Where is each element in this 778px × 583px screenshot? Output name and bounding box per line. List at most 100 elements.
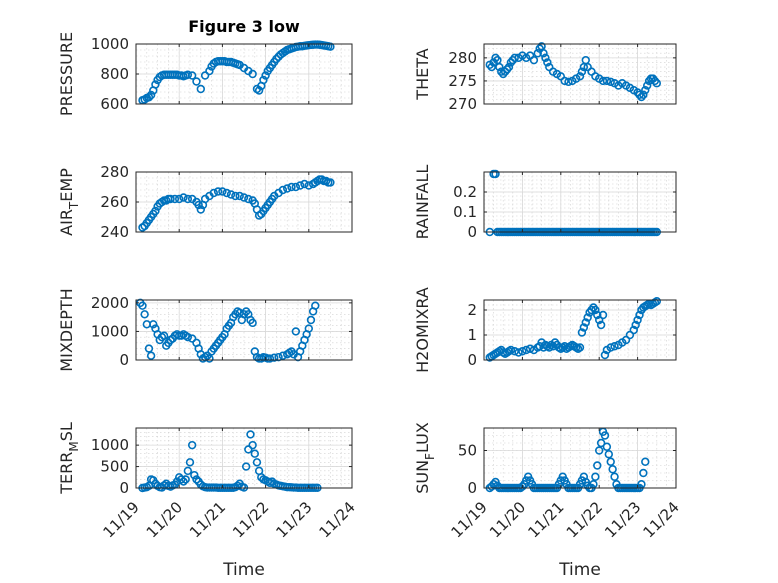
data-point <box>177 475 186 484</box>
data-point <box>560 76 569 86</box>
panel-theta: 270 275 280 THETA <box>413 42 677 113</box>
y-axis-label-main: AIR <box>57 209 76 236</box>
data-point <box>514 348 523 357</box>
data-point <box>596 320 606 330</box>
data-point <box>593 310 602 320</box>
data-point <box>295 181 305 190</box>
data-series <box>485 42 661 102</box>
data-point <box>179 193 188 202</box>
panel-pressure: 600 800 1000 PRESSURE Figure 3 low <box>57 17 353 116</box>
data-point <box>196 84 206 94</box>
data-point <box>183 332 193 342</box>
y-axis-label: MIXDEPTH <box>57 288 76 371</box>
data-point <box>190 470 199 480</box>
data-point <box>642 81 652 90</box>
data-point <box>200 71 210 80</box>
data-point <box>504 62 514 72</box>
data-point <box>181 475 190 484</box>
data-point <box>183 466 193 476</box>
data-point <box>231 191 240 201</box>
axes-box <box>483 43 677 105</box>
y-axis-label-main: MIXDEPTH <box>57 288 76 371</box>
panel-airemp: 240 260 280 AIRTEMP <box>57 163 353 241</box>
data-point <box>192 77 201 86</box>
data-point <box>170 194 180 204</box>
y-tick-label: 280 <box>100 163 129 181</box>
data-point <box>522 345 531 355</box>
panel-mixdepth: 0 1000 2000 MIXDEPTH <box>57 288 353 372</box>
data-point <box>510 53 519 63</box>
y-axis-label-main: THETA <box>413 48 432 100</box>
y-axis-label-main: RAINFALL <box>413 165 432 240</box>
data-point <box>639 468 648 478</box>
y-tick-label: 800 <box>100 65 129 83</box>
y-tick-label: 500 <box>100 458 129 476</box>
y-tick-label: 0 <box>467 479 477 497</box>
data-point <box>598 310 608 320</box>
x-tick-label: 11/22 <box>563 498 606 541</box>
x-tick-label: 11/23 <box>601 498 644 541</box>
data-point <box>510 347 519 356</box>
data-point <box>254 86 264 95</box>
panel-terrsl: 0 500 1000 11/19 11/20 11/21 11/22 11/23 11/24 TE… <box>57 422 359 580</box>
y-tick-label: 0 <box>467 223 477 241</box>
x-tick-label: 11/20 <box>143 498 186 541</box>
data-point <box>213 187 223 196</box>
y-axis-label: PRESSURE <box>57 32 76 116</box>
y-tick-label: 0.1 <box>453 203 477 221</box>
y-tick-label: 1000 <box>91 35 129 53</box>
data-point <box>518 347 527 356</box>
panel-rainfall: 0 0.1 0.2 RAINFALL <box>413 165 677 241</box>
x-tick-label: 11/21 <box>524 498 567 541</box>
data-point <box>205 354 214 363</box>
data-point <box>564 77 573 87</box>
y-tick-label: 0 <box>119 479 129 497</box>
data-point <box>187 334 197 343</box>
data-point <box>179 477 188 486</box>
y-tick-label: 50 <box>458 442 477 460</box>
data-point <box>185 458 195 467</box>
data-point <box>491 169 500 179</box>
data-point <box>604 450 613 459</box>
data-point <box>241 462 251 471</box>
y-axis-label-main: H2OMIXRA <box>413 287 432 373</box>
data-point <box>272 54 281 64</box>
data-series <box>138 175 335 232</box>
data-point <box>304 181 313 190</box>
x-tick-label: 11/19 <box>448 498 491 541</box>
data-point <box>244 194 253 204</box>
data-point <box>265 354 275 363</box>
data-point <box>529 55 539 65</box>
data-point <box>248 440 257 450</box>
data-point <box>222 188 231 198</box>
data-point <box>304 324 313 333</box>
data-series <box>485 297 661 362</box>
data-point <box>259 75 268 85</box>
data-point <box>326 178 335 187</box>
data-point <box>579 323 589 332</box>
data-point <box>652 297 661 306</box>
data-point <box>610 342 619 351</box>
data-point <box>525 344 535 353</box>
data-series <box>485 427 650 493</box>
data-point <box>278 185 288 195</box>
y-axis-label-subscript: F <box>423 453 437 460</box>
data-point <box>583 313 592 322</box>
data-point <box>196 205 206 214</box>
x-tick-label: 11/19 <box>100 498 143 541</box>
y-axis-label-tail: SL <box>57 422 76 441</box>
x-tick-label: 11/23 <box>272 498 315 541</box>
y-axis-label-main: TERR <box>57 452 76 495</box>
y-tick-label: 0 <box>119 351 129 369</box>
data-point <box>608 465 617 474</box>
y-tick-label: 600 <box>100 95 129 113</box>
data-point <box>144 344 154 353</box>
data-point <box>533 49 542 58</box>
data-point <box>641 85 650 95</box>
data-point <box>291 327 301 336</box>
data-point <box>244 445 253 454</box>
data-point <box>326 42 335 51</box>
data-point <box>629 325 638 335</box>
y-axis-label-tail: EMP <box>57 168 76 202</box>
